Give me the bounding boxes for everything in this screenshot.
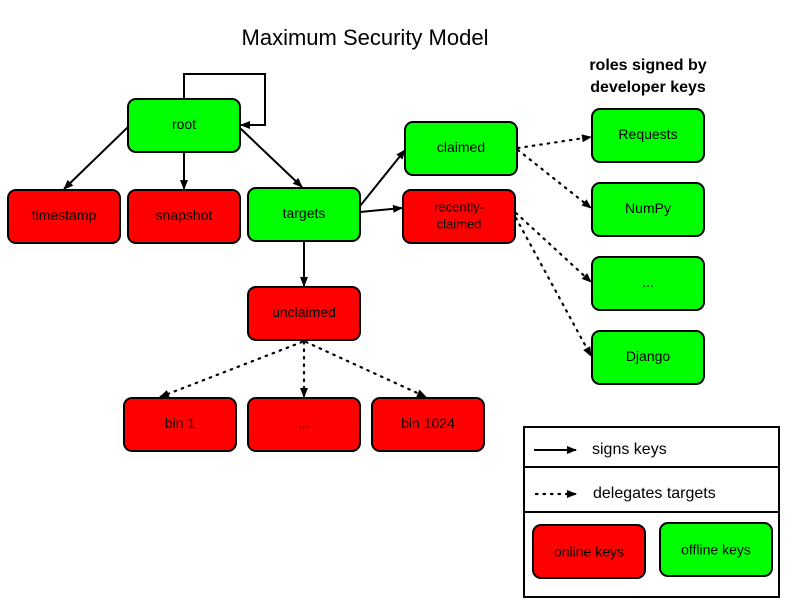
node-box — [402, 189, 516, 244]
legend-offline-swatch — [659, 522, 773, 577]
node-label: ... — [642, 274, 654, 290]
legend-signs-label: signs keys — [592, 441, 667, 458]
node-label: claimed — [437, 139, 485, 155]
roles-heading-line1: roles signed by — [589, 57, 706, 74]
edge-claimed-to-requests — [516, 134, 593, 150]
edge-recently_claimed-to-django — [514, 216, 593, 358]
node-box — [591, 330, 705, 385]
node-unclaimed: unclaimed — [247, 286, 361, 341]
node-targets: targets — [247, 187, 361, 242]
node-box — [371, 397, 485, 452]
edge-targets-to-recently_claimed — [359, 204, 403, 213]
edge-root-to-timestamp — [63, 126, 129, 190]
node-box — [247, 397, 361, 452]
edges — [63, 73, 593, 399]
node-label: unclaimed — [272, 304, 336, 320]
node-label: claimed — [437, 216, 482, 231]
legend: signs keys delegates targets online keys… — [523, 426, 780, 598]
node-box — [127, 189, 241, 244]
node-dev-ellipsis: ... — [591, 256, 705, 311]
edge-unclaimed-to-bin1024 — [304, 340, 428, 399]
node-recently-claimed: recently-claimed — [402, 189, 516, 244]
edge-root-to-root — [183, 73, 266, 129]
edge-claimed-to-numpy — [516, 148, 593, 210]
node-box — [123, 397, 237, 452]
node-snapshot: snapshot — [127, 189, 241, 244]
edge-unclaimed-to-bin1 — [158, 340, 304, 399]
edge-root-to-targets — [239, 127, 303, 188]
diagram-title: Maximum Security Model — [242, 25, 489, 50]
node-bin1: bin 1 — [123, 397, 237, 452]
node-label: recently- — [434, 199, 484, 214]
node-bin-ellipsis: ... — [247, 397, 361, 452]
legend-online-swatch — [532, 524, 646, 579]
edge-recently_claimed-to-dev_ellipsis — [514, 211, 593, 284]
node-label: targets — [283, 205, 326, 221]
node-label: Requests — [618, 126, 677, 142]
node-label: snapshot — [156, 207, 213, 223]
node-django: Django — [591, 330, 705, 385]
node-box — [591, 108, 705, 163]
roles-heading-line2: developer keys — [590, 79, 706, 96]
node-numpy: NumPy — [591, 182, 705, 237]
node-box — [247, 286, 361, 341]
node-label: root — [172, 116, 196, 132]
node-label: ... — [298, 415, 310, 431]
node-box — [7, 189, 121, 244]
node-label: NumPy — [625, 200, 671, 216]
edge-targets-to-claimed — [359, 149, 406, 207]
node-box — [591, 182, 705, 237]
node-label: timestamp — [32, 207, 97, 223]
node-label: Django — [626, 348, 671, 364]
node-label: bin 1024 — [401, 415, 455, 431]
node-box — [247, 187, 361, 242]
node-bin1024: bin 1024 — [371, 397, 485, 452]
node-label: bin 1 — [165, 415, 196, 431]
node-timestamp: timestamp — [7, 189, 121, 244]
node-requests: Requests — [591, 108, 705, 163]
node-box — [591, 256, 705, 311]
node-claimed: claimed — [404, 121, 518, 176]
legend-offline-label: offline keys — [681, 542, 751, 558]
node-box — [404, 121, 518, 176]
legend-delegates-label: delegates targets — [593, 485, 716, 502]
node-root: root — [127, 98, 241, 153]
legend-online-label: online keys — [554, 544, 624, 560]
node-box — [127, 98, 241, 153]
